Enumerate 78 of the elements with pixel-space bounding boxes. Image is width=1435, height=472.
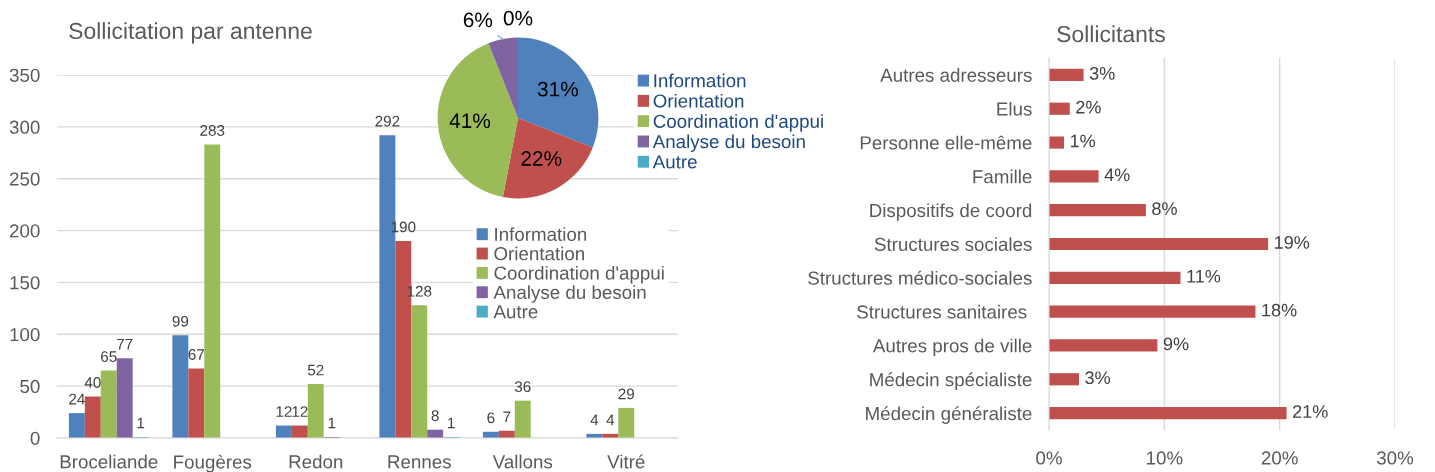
y-tick-label: Structures médico-sociales — [808, 270, 1032, 285]
legend-label: Analyse du besoin — [652, 134, 805, 152]
x-tick-label: Fougères — [174, 454, 252, 472]
text: 0% — [503, 10, 533, 26]
data-label: 52 — [307, 364, 324, 376]
data-label: 3% — [1089, 66, 1115, 80]
chart-title: Sollicitation par antenne — [69, 22, 312, 44]
data-label: 11% — [1187, 269, 1221, 283]
data-label: 9% — [1163, 337, 1189, 351]
data-label: 41% — [449, 113, 491, 129]
y-tick-label: Elus — [997, 101, 1032, 116]
x-tick-label: Vallons — [492, 454, 553, 469]
data-label: 21% — [1293, 405, 1328, 418]
data-label: 36 — [514, 381, 531, 393]
data-label: 99 — [172, 315, 189, 327]
legend-label: Autre — [493, 305, 538, 319]
data-label: 18% — [1262, 303, 1297, 317]
data-label: 4% — [1104, 168, 1130, 182]
data-label: 292 — [375, 115, 400, 127]
y-tick-label: Personne elle-même — [860, 135, 1032, 150]
data-label: 3% — [1085, 371, 1110, 385]
legend-label: Orientation — [653, 93, 744, 108]
y-tick-label: Dispositifs de coord — [870, 203, 1032, 221]
data-label: 67 — [188, 349, 205, 360]
data-label: 1 — [328, 417, 336, 429]
legend-label: Coordination d'appui — [494, 265, 664, 284]
data-label: 12 — [292, 406, 308, 417]
y-tick-label: 0 — [30, 431, 40, 445]
data-label: 4 — [590, 414, 599, 426]
y-tick-label: Médecin généraliste — [866, 406, 1032, 424]
y-tick-label: 200 — [10, 224, 40, 238]
x-tick-label: 10% — [1147, 451, 1183, 465]
y-tick-label: Structures sanitaires — [857, 304, 1027, 319]
y-tick-label: 350 — [9, 68, 40, 82]
data-label: 7 — [503, 411, 511, 423]
y-tick-label: 100 — [10, 327, 40, 342]
data-label: 2% — [1076, 100, 1101, 114]
data-label: 1 — [137, 417, 145, 429]
y-tick-label: Autres pros de ville — [872, 338, 1032, 357]
chart-title: Sollicitants — [1057, 25, 1165, 43]
y-tick-label: 300 — [9, 120, 40, 134]
legend-label: Autre — [652, 155, 697, 169]
y-tick-label: 250 — [10, 172, 40, 186]
x-tick-label: Vitré — [607, 454, 645, 469]
y-tick-label: Médecin spécialiste — [870, 372, 1032, 391]
data-label: 283 — [200, 125, 225, 136]
y-tick-label: Famille — [973, 169, 1032, 184]
data-label: 29 — [618, 388, 635, 400]
data-label: 77 — [116, 338, 133, 350]
y-tick-label: Structures sociales — [874, 237, 1032, 251]
legend-label: Orientation — [494, 246, 584, 261]
data-label: 1% — [1070, 134, 1095, 148]
data-label: 8 — [431, 410, 439, 422]
legend-label: Information — [495, 227, 587, 241]
data-label: 19% — [1275, 236, 1310, 249]
data-label: 31% — [537, 81, 578, 97]
data-label: 12 — [276, 406, 292, 417]
data-label: 40 — [84, 377, 101, 388]
legend-label: Analyse du besoin — [493, 285, 646, 303]
y-tick-label: 150 — [10, 276, 40, 290]
data-label: 6% — [463, 12, 493, 28]
x-tick-label: 0% — [1036, 451, 1062, 465]
x-tick-label: Broceliande — [60, 454, 158, 469]
x-tick-label: Rennes — [388, 455, 451, 469]
y-tick-label: Autres adresseurs — [880, 68, 1032, 82]
data-label: 4 — [606, 414, 615, 426]
data-label: 1 — [448, 417, 455, 429]
data-label: 65 — [101, 351, 117, 363]
x-tick-label: 20% — [1261, 451, 1298, 465]
legend-label: Coordination d'appui — [653, 114, 823, 132]
legend-label: Information — [654, 73, 746, 88]
x-tick-label: 30% — [1376, 451, 1414, 465]
data-label: 22% — [521, 151, 562, 166]
y-tick-label: 50 — [20, 379, 40, 394]
data-label: 8% — [1152, 202, 1177, 216]
data-label: 24 — [69, 393, 85, 405]
data-label: 6 — [487, 412, 495, 424]
x-tick-label: Redon — [289, 454, 343, 469]
